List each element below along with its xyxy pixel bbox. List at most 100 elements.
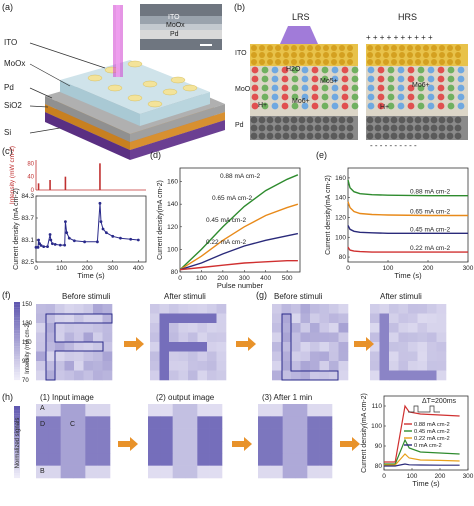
c-current-point	[104, 231, 108, 235]
c-current-point	[119, 236, 122, 240]
mo6-right-label: Mo6+	[412, 82, 430, 89]
g-before-cell	[272, 323, 282, 333]
g-before-cell	[310, 342, 320, 352]
f-colorbar-segment	[14, 377, 20, 381]
g-before-cell	[291, 351, 301, 362]
c-ylabel: Current density (mA cm-2)	[13, 188, 20, 270]
f-before-cell	[36, 313, 46, 324]
f-before-cell	[93, 332, 103, 343]
h-after-cell	[319, 465, 333, 479]
g-before-cell	[338, 351, 349, 362]
h-input-cell	[85, 453, 98, 466]
g-before-cell	[291, 342, 301, 352]
c-current-point	[67, 236, 71, 240]
c-current-point	[111, 234, 115, 238]
g-after-cell	[436, 342, 447, 352]
g-before-cell	[329, 342, 339, 352]
h-title-output: (2) output image	[156, 393, 215, 402]
h-colorbar-segment	[14, 437, 20, 440]
d-series-label: 0.45 mA cm-2	[206, 217, 246, 224]
f-after-cell	[197, 342, 208, 352]
f-after-cell	[207, 304, 217, 314]
g-after-cell	[408, 351, 418, 362]
g-before-cell	[300, 342, 311, 352]
c-ytick-label: 82.5	[21, 259, 34, 266]
h-colorbar-segment	[14, 425, 20, 428]
f-after-cell	[188, 332, 198, 343]
h-colorbar-segment	[14, 432, 20, 435]
h-input-cell	[97, 465, 111, 479]
g-after-cell	[370, 342, 380, 352]
f-after-cell	[207, 351, 217, 362]
c-frame	[35, 195, 147, 263]
h-colorbar-label: Normalized signals	[15, 417, 21, 469]
h-input-cell	[97, 404, 111, 417]
h-input-cell	[48, 453, 61, 466]
f-before-cell	[45, 304, 56, 314]
h-plus-right-label: H+	[380, 104, 390, 111]
g-before-cell	[272, 361, 282, 371]
f-colorbar-segment	[14, 302, 20, 305]
h-output-cell	[185, 416, 198, 429]
c-xtick-label: 200	[82, 265, 93, 272]
g-after-cell	[370, 361, 380, 371]
f-after-cell	[188, 304, 198, 314]
f-before-cell	[36, 323, 46, 333]
c-top-ytick-label: 80	[27, 161, 34, 167]
g-after-cell	[417, 323, 428, 333]
f-before-cell	[93, 351, 103, 362]
c-current-point	[58, 243, 62, 247]
e-ytick-label: 100	[335, 234, 346, 241]
h-after-cell	[258, 428, 271, 442]
f-before-cell	[55, 351, 65, 362]
g-after-cell	[389, 342, 399, 352]
f-before-title: Before stimuli	[62, 292, 111, 301]
h-after-cell	[258, 404, 271, 417]
f-before-cell	[74, 304, 84, 314]
f-after-cell	[216, 323, 227, 333]
h-plus-label: H+	[258, 102, 268, 109]
f-before-cell	[102, 342, 113, 352]
f-after-cell	[216, 351, 227, 362]
panel-d-letter: (d)	[150, 150, 161, 160]
g-before-cell	[291, 332, 301, 343]
c-top-ylabel: Intensity (mW cm-2)	[9, 146, 16, 204]
f-colorbar-segment	[14, 356, 20, 360]
h-colorbar-segment	[14, 410, 20, 414]
g-before-cell	[338, 370, 349, 381]
g-after-cell	[417, 304, 428, 314]
g-after-cell	[379, 342, 390, 352]
g-before-cell	[300, 351, 311, 362]
h-input-cell	[85, 441, 98, 454]
h-after-cell	[319, 404, 333, 417]
h-after-cell	[319, 453, 333, 466]
g-after-cell	[427, 304, 437, 314]
f-before-cell	[102, 313, 113, 324]
g-after-cell	[436, 370, 447, 381]
h-input-cell	[60, 404, 74, 417]
g-after-cell	[370, 323, 380, 333]
f-after-cell	[188, 361, 198, 371]
h-input-cell	[36, 404, 49, 417]
f-after-cell	[169, 351, 179, 362]
h-after-cell	[319, 416, 333, 429]
g-after-cell	[370, 313, 380, 324]
h-xtick-label: 200	[435, 473, 446, 480]
h-after-cell	[258, 465, 271, 479]
f-colorbar-segment	[14, 372, 20, 375]
g-before-cell	[300, 370, 311, 381]
f-before-cell	[83, 342, 94, 352]
h-after-cell	[295, 441, 308, 454]
h-title-after: (3) After 1 min	[262, 393, 313, 402]
h-output-cell	[160, 453, 173, 466]
h-output-cell	[172, 404, 186, 417]
h-input-cell	[60, 441, 74, 454]
f-after-cell	[150, 351, 160, 362]
h-output-cell	[197, 416, 210, 429]
d-series-line	[179, 260, 298, 271]
g-after-cell	[398, 323, 409, 333]
f-after-title: After stimuli	[164, 292, 206, 301]
f-after-cell	[150, 313, 160, 324]
g-before-cell	[272, 332, 282, 343]
orange-arrow	[118, 437, 138, 451]
